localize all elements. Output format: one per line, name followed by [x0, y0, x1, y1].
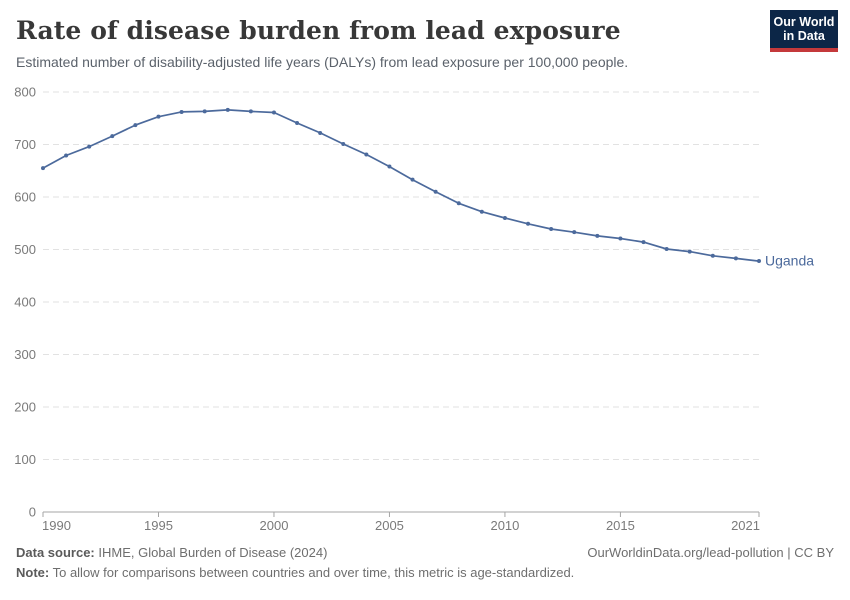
- data-point[interactable]: [318, 130, 323, 135]
- data-point[interactable]: [664, 246, 669, 251]
- data-point[interactable]: [502, 216, 507, 220]
- data-point[interactable]: [479, 209, 484, 214]
- data-point[interactable]: [641, 240, 646, 245]
- owid-logo[interactable]: Our World in Data: [770, 10, 838, 52]
- data-point[interactable]: [410, 177, 415, 182]
- data-point[interactable]: [64, 153, 69, 158]
- data-point[interactable]: [202, 109, 207, 114]
- x-tick-label: 2005: [375, 518, 404, 533]
- data-point[interactable]: [433, 189, 438, 194]
- data-point[interactable]: [248, 109, 253, 114]
- data-point[interactable]: [364, 152, 369, 157]
- y-tick-label: 0: [29, 505, 36, 520]
- credit-link[interactable]: OurWorldinData.org/lead-pollution | CC B…: [587, 545, 834, 560]
- data-point[interactable]: [156, 114, 161, 119]
- data-source-text: Data source: IHME, Global Burden of Dise…: [16, 545, 328, 560]
- data-point[interactable]: [549, 227, 554, 232]
- y-tick-label: 400: [14, 295, 36, 310]
- data-point[interactable]: [41, 166, 45, 171]
- chart-subtitle: Estimated number of disability-adjusted …: [16, 54, 629, 70]
- data-point[interactable]: [572, 230, 577, 235]
- data-point[interactable]: [757, 259, 761, 264]
- data-point[interactable]: [456, 201, 461, 206]
- x-tick-label: 2021: [731, 518, 760, 533]
- data-point[interactable]: [225, 107, 230, 112]
- data-point[interactable]: [687, 249, 692, 254]
- data-point[interactable]: [595, 233, 600, 238]
- data-source-label: Data source:: [16, 545, 95, 560]
- data-point[interactable]: [341, 141, 346, 146]
- y-tick-label: 600: [14, 190, 36, 205]
- data-point[interactable]: [271, 110, 276, 115]
- y-tick-label: 500: [14, 242, 36, 257]
- page-title: Rate of disease burden from lead exposur…: [16, 16, 621, 45]
- y-tick-label: 300: [14, 347, 36, 362]
- data-point[interactable]: [295, 120, 300, 125]
- y-tick-label: 700: [14, 137, 36, 152]
- x-tick-label: 2000: [260, 518, 289, 533]
- y-tick-label: 200: [14, 400, 36, 415]
- series-end-label[interactable]: Uganda: [765, 253, 814, 269]
- data-point[interactable]: [710, 253, 715, 258]
- data-point[interactable]: [618, 236, 623, 241]
- x-tick-label: 2015: [606, 518, 635, 533]
- data-point[interactable]: [387, 164, 392, 169]
- owid-logo-line2: in Data: [783, 29, 825, 43]
- x-tick-label: 2010: [490, 518, 519, 533]
- data-point[interactable]: [110, 134, 115, 139]
- series-line-uganda[interactable]: [42, 109, 760, 262]
- data-point[interactable]: [733, 256, 738, 261]
- x-tick-label: 1990: [42, 518, 71, 533]
- data-point[interactable]: [133, 123, 138, 128]
- data-point[interactable]: [179, 109, 184, 114]
- note-text: Note: To allow for comparisons between c…: [16, 565, 575, 580]
- y-tick-label: 100: [14, 452, 36, 467]
- x-tick-label: 1995: [144, 518, 173, 533]
- y-tick-label: 800: [14, 85, 36, 100]
- note-label: Note:: [16, 565, 50, 580]
- data-point[interactable]: [87, 144, 92, 149]
- owid-logo-line1: Our World: [773, 14, 835, 29]
- data-point[interactable]: [526, 221, 531, 226]
- chart-footer: Data source: IHME, Global Burden of Dise…: [16, 545, 834, 580]
